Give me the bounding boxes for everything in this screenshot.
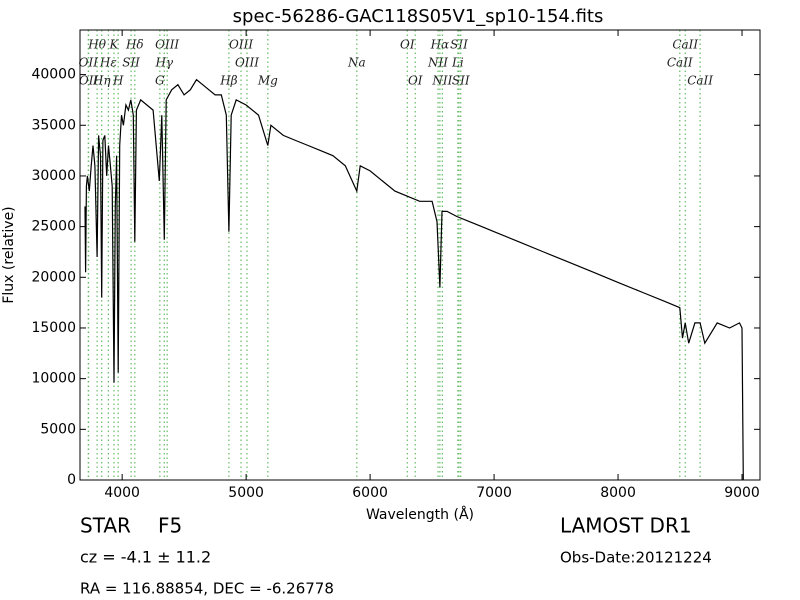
plot-frame (79, 29, 761, 481)
spectral-line-label: K (108, 38, 119, 52)
x-tick-label: 4000 (104, 485, 140, 501)
coordinates: RA = 116.88854, DEC = -6.26778 (80, 580, 334, 598)
object-class: STAR (80, 514, 131, 538)
spectral-line-label: H (112, 74, 124, 88)
spectral-line-label: Hη (92, 74, 111, 88)
x-tick-label: 7000 (476, 485, 512, 501)
spectral-line-label: OIII (235, 56, 259, 70)
spectral-line-label: Hγ (154, 56, 173, 70)
spectral-line-label: Hα (430, 38, 450, 52)
spectrum-line (84, 78, 744, 481)
spectral-line-label: NII (431, 74, 452, 88)
spectral-line-label: NII (427, 56, 448, 70)
subclass: F5 (158, 514, 182, 538)
y-tick-label: 40000 (31, 67, 76, 83)
spectral-line-label: Hε (99, 56, 117, 70)
spectral-line-label: Mg (257, 74, 278, 88)
spectral-line-label: SII (450, 38, 468, 52)
spectral-line-label: Hδ (125, 38, 144, 52)
spectral-line-label: CaII (687, 74, 713, 88)
y-tick-label: 5000 (40, 421, 76, 437)
spectral-line-label: OII (79, 74, 99, 88)
y-tick-label: 20000 (31, 269, 76, 285)
spectral-line-label: Li (451, 56, 464, 70)
survey: LAMOST DR1 (560, 514, 692, 538)
spectral-line-label: SII (452, 74, 470, 88)
spectral-line-label: OIII (229, 38, 253, 52)
y-tick-label: 15000 (31, 320, 76, 336)
y-tick-label: 35000 (31, 117, 76, 133)
y-tick-label: 25000 (31, 219, 76, 235)
x-tick-label: 5000 (228, 485, 264, 501)
spectral-line-label: Hβ (219, 74, 237, 88)
x-tick-label: 9000 (724, 485, 760, 501)
spectral-line-label: CaII (667, 56, 693, 70)
spectral-line-label: OI (408, 74, 423, 88)
chart-title: spec-56286-GAC118S05V1_sp10-154.fits (233, 6, 604, 27)
y-axis-label: Flux (relative) (1, 206, 17, 303)
spectral-line-label: Na (347, 56, 366, 70)
spectral-line-label: OI (400, 38, 415, 52)
spectral-line-label: CaII (672, 38, 698, 52)
x-tick-label: 6000 (352, 485, 388, 501)
spectral-line-label: G (155, 74, 165, 88)
x-tick-label: 8000 (600, 485, 636, 501)
spectral-line-label: Hθ (87, 38, 106, 52)
y-tick-label: 0 (67, 472, 76, 488)
obs-date: Obs-Date:20121224 (560, 549, 712, 567)
spectral-line-label: SII (122, 56, 140, 70)
y-tick-label: 30000 (31, 168, 76, 184)
x-axis-label: Wavelength (Å) (366, 506, 474, 523)
spectral-line-label: OIII (155, 38, 179, 52)
redshift: cz = -4.1 ± 11.2 (80, 548, 211, 567)
y-tick-label: 10000 (31, 371, 76, 387)
